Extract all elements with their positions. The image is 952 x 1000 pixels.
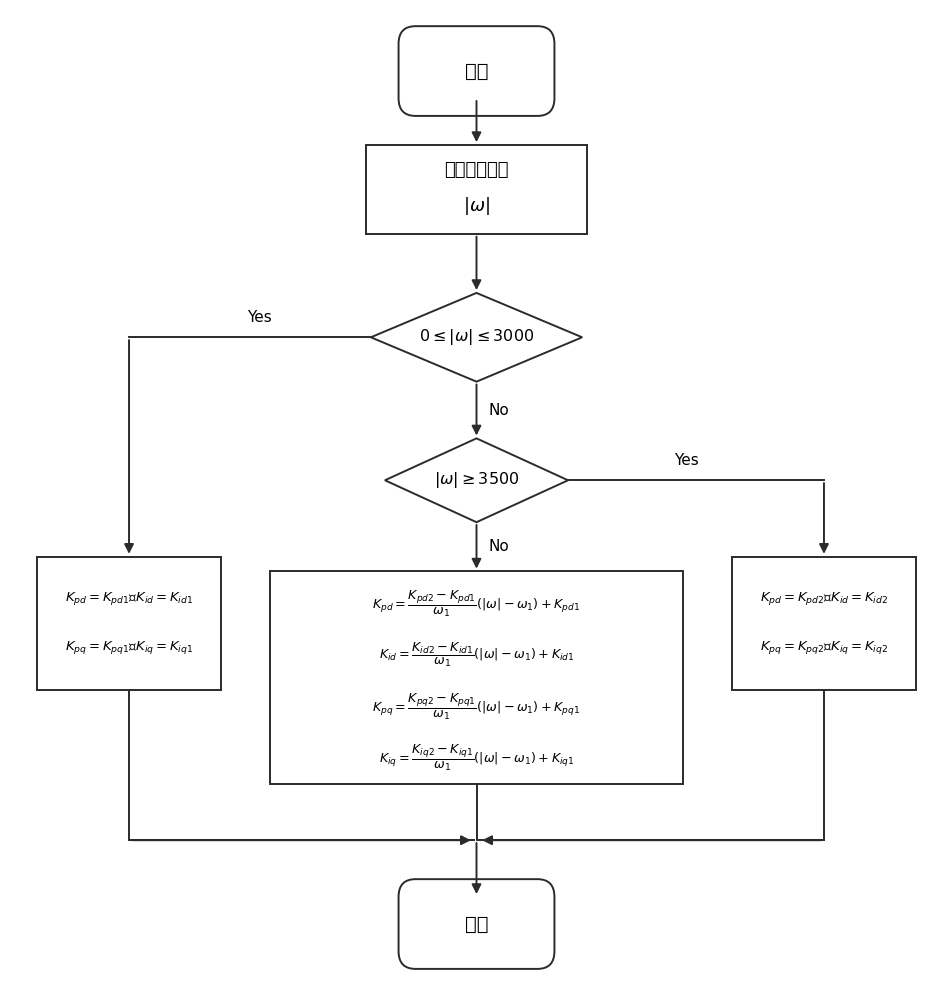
Text: $|\omega|\geq3500$: $|\omega|\geq3500$ (433, 470, 519, 490)
Text: $K_{id}=\dfrac{K_{id2}-K_{id1}}{\omega_1}(|\omega|-\omega_1)+K_{id1}$: $K_{id}=\dfrac{K_{id2}-K_{id1}}{\omega_1… (378, 641, 574, 669)
Text: $0\leq|\omega|\leq3000$: $0\leq|\omega|\leq3000$ (419, 327, 533, 347)
Text: $K_{pd}=K_{pd2}$、$K_{id}=K_{id2}$: $K_{pd}=K_{pd2}$、$K_{id}=K_{id2}$ (759, 590, 887, 607)
Text: No: No (488, 539, 509, 554)
Text: Yes: Yes (247, 310, 271, 325)
Text: 结束: 结束 (465, 915, 487, 934)
Text: 开始: 开始 (465, 62, 487, 81)
Polygon shape (385, 438, 567, 522)
Text: Yes: Yes (674, 453, 698, 468)
Bar (37, 557, 220, 690)
Bar (269, 571, 683, 784)
Text: $K_{pd}=\dfrac{K_{pd2}-K_{pd1}}{\omega_1}(|\omega|-\omega_1)+K_{pd1}$: $K_{pd}=\dfrac{K_{pd2}-K_{pd1}}{\omega_1… (372, 589, 580, 619)
FancyBboxPatch shape (398, 26, 554, 116)
Text: $K_{pd}=K_{pd1}$、$K_{id}=K_{id1}$: $K_{pd}=K_{pd1}$、$K_{id}=K_{id1}$ (65, 590, 193, 607)
Text: $K_{iq}=\dfrac{K_{iq2}-K_{iq1}}{\omega_1}(|\omega|-\omega_1)+K_{iq1}$: $K_{iq}=\dfrac{K_{iq2}-K_{iq1}}{\omega_1… (378, 743, 574, 773)
Text: $K_{pq}=K_{pq2}$、$K_{iq}=K_{iq2}$: $K_{pq}=K_{pq2}$、$K_{iq}=K_{iq2}$ (759, 639, 887, 656)
Text: $K_{pq}=K_{pq1}$、$K_{iq}=K_{iq1}$: $K_{pq}=K_{pq1}$、$K_{iq}=K_{iq1}$ (65, 639, 193, 656)
Text: 电机转速采集
$|\omega|$: 电机转速采集 $|\omega|$ (444, 161, 508, 217)
Bar (366, 145, 586, 234)
Polygon shape (370, 293, 582, 382)
Text: $K_{pq}=\dfrac{K_{pq2}-K_{pq1}}{\omega_1}(|\omega|-\omega_1)+K_{pq1}$: $K_{pq}=\dfrac{K_{pq2}-K_{pq1}}{\omega_1… (372, 691, 580, 722)
Text: No: No (488, 403, 509, 418)
Bar (732, 557, 915, 690)
FancyBboxPatch shape (398, 879, 554, 969)
